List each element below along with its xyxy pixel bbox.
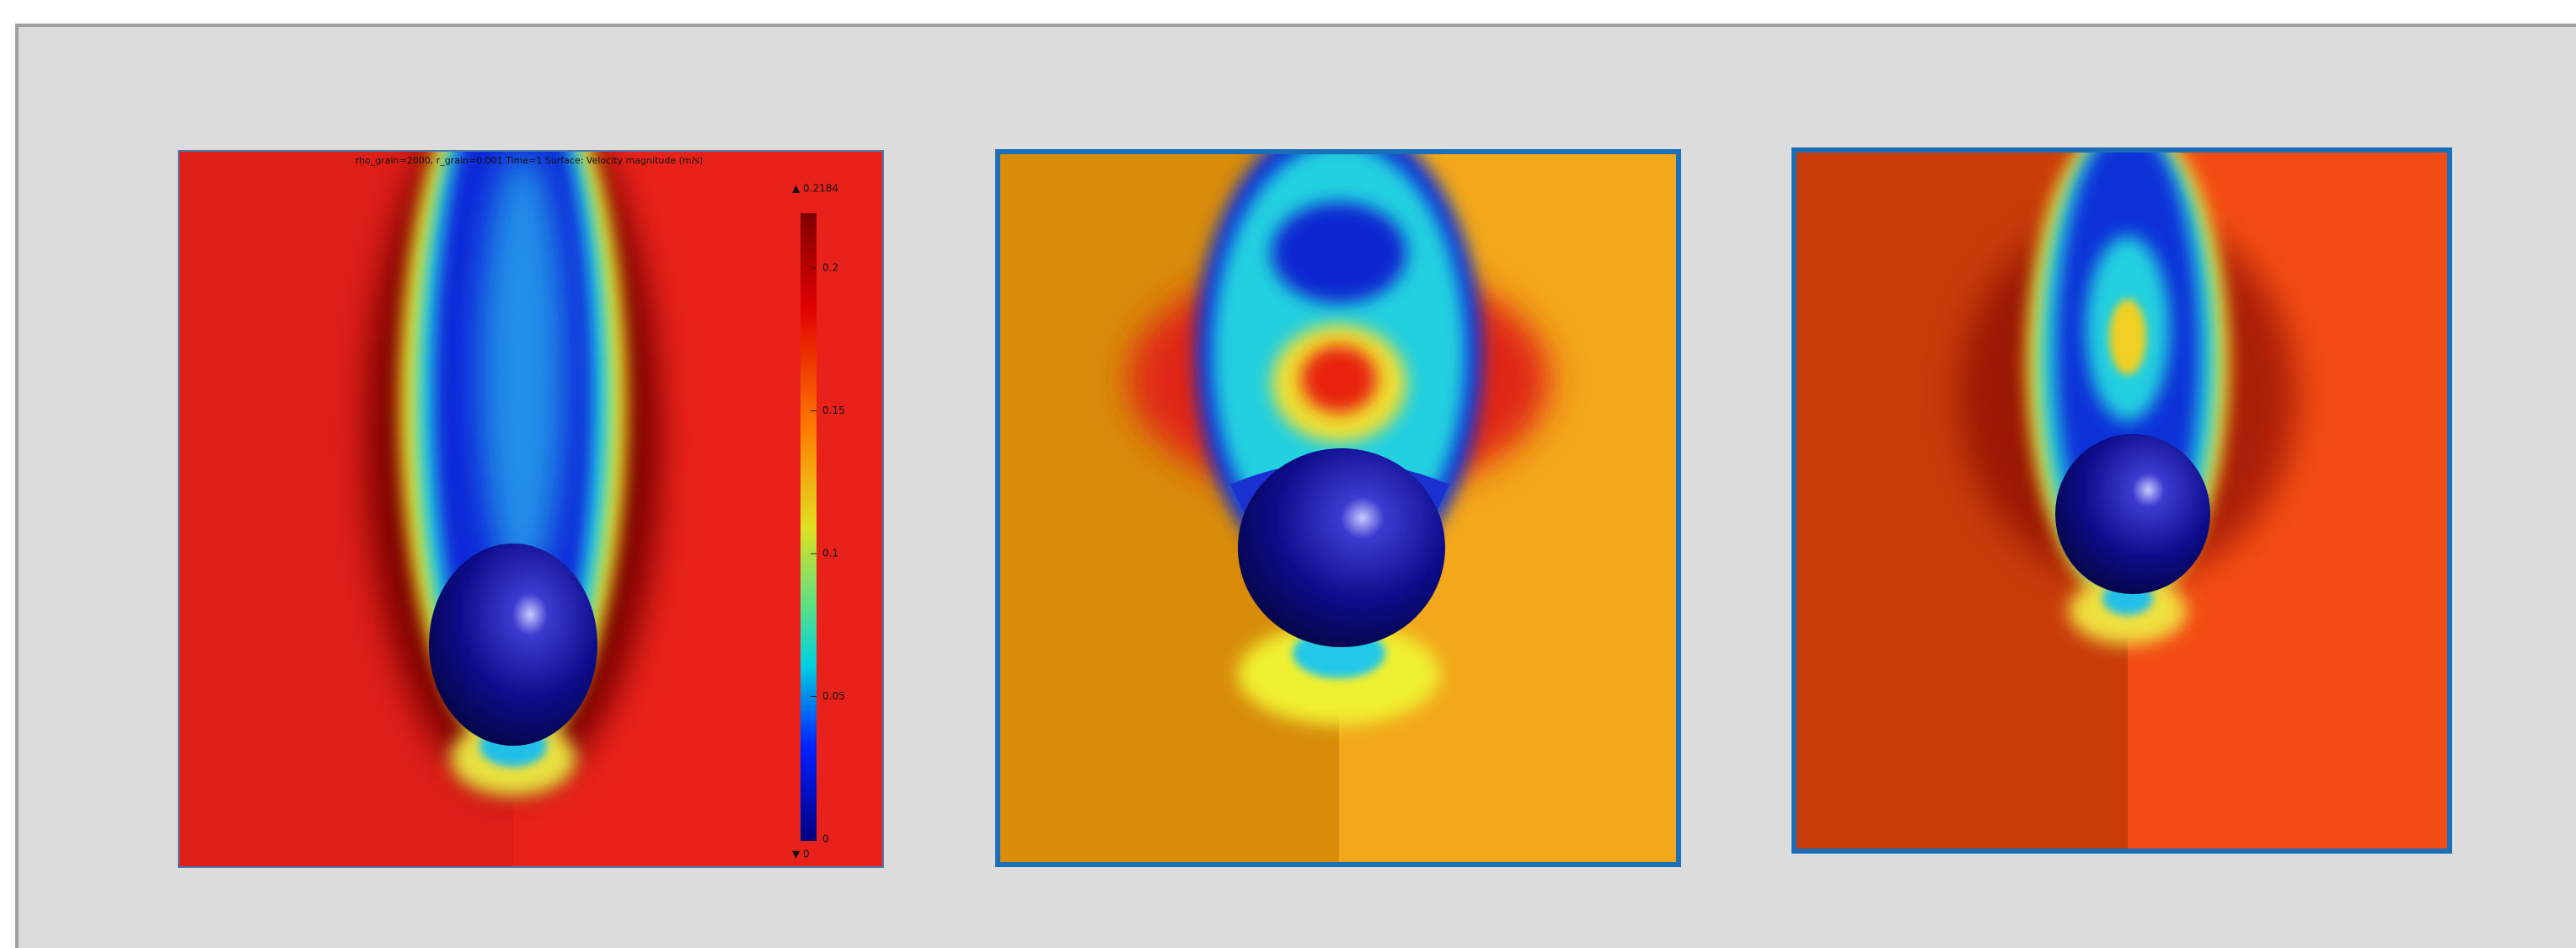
colorbar [801, 213, 817, 841]
page: rho_grain=2000, r_grain=0.001 Time=1 Sur… [0, 0, 2576, 948]
colorbar-min-label: ▼ 0 [792, 849, 810, 860]
simulation-panel-3 [1795, 118, 2449, 850]
figure: rho_grain=2000, r_grain=0.001 Time=1 Sur… [0, 0, 2576, 948]
colorbar-tick-label: 0 [822, 833, 829, 845]
simulation-panel-2 [999, 118, 1677, 864]
colorbar-tick-label: 0.05 [822, 690, 845, 702]
plot-title: rho_grain=2000, r_grain=0.001 Time=1 Sur… [356, 155, 704, 166]
simulation-panel-1 [178, 51, 884, 868]
colorbar-tick-label: 0.15 [822, 404, 845, 416]
colorbar-tick-label: 0.2 [822, 262, 838, 274]
colorbar-tick-label: 0.1 [822, 548, 838, 560]
colorbar-max-label: ▲ 0.2184 [792, 183, 838, 195]
